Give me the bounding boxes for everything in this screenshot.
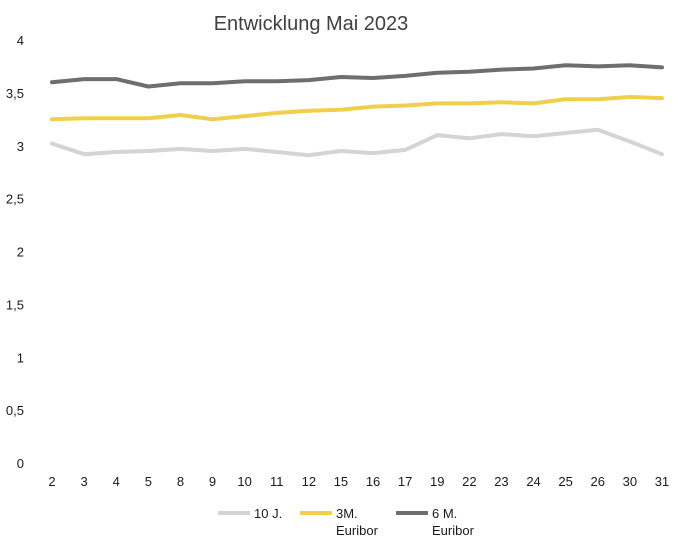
x-tick-label: 10 <box>237 474 251 489</box>
x-tick-label: 12 <box>302 474 316 489</box>
legend-label: 10 J. <box>254 506 282 521</box>
x-tick-label: 25 <box>558 474 572 489</box>
x-tick-label: 24 <box>526 474 540 489</box>
x-tick-label: 9 <box>209 474 216 489</box>
x-tick-label: 11 <box>270 474 284 489</box>
x-tick-label: 30 <box>623 474 637 489</box>
y-tick-label: 0 <box>17 456 24 471</box>
x-axis-ticks: 2 3 4 5 8 9 10 11 12 15 16 17 19 22 23 24 25 26 30 31 <box>48 474 669 489</box>
x-tick-label: 19 <box>430 474 444 489</box>
x-tick-label: 4 <box>113 474 120 489</box>
x-tick-label: 16 <box>366 474 380 489</box>
x-tick-label: 5 <box>145 474 152 489</box>
y-tick-label: 3,5 <box>6 86 24 101</box>
y-tick-label: 2 <box>17 245 24 260</box>
y-tick-label: 1,5 <box>6 297 24 312</box>
y-tick-label: 2,5 <box>6 192 24 207</box>
legend-label: 3M. Euribor <box>336 506 379 538</box>
x-tick-label: 8 <box>177 474 184 489</box>
series-line-2 <box>50 95 664 122</box>
chart-title: Entwicklung Mai 2023 <box>214 13 409 35</box>
x-tick-label: 22 <box>462 474 476 489</box>
series-line-3 <box>50 63 664 89</box>
x-tick-label: 3 <box>81 474 88 489</box>
y-axis-ticks: 0 0,5 1 1,5 2 2,5 3 3,5 4 <box>6 33 24 471</box>
series-lines <box>50 63 664 158</box>
y-tick-label: 4 <box>17 33 24 48</box>
legend: 10 J. 3M. Euribor 6 M. Euribor <box>218 506 475 538</box>
y-tick-label: 1 <box>17 350 24 365</box>
x-tick-label: 17 <box>398 474 412 489</box>
y-tick-label: 0,5 <box>6 403 24 418</box>
x-tick-label: 2 <box>48 474 55 489</box>
x-tick-label: 31 <box>655 474 669 489</box>
x-tick-label: 15 <box>334 474 348 489</box>
series-line-1 <box>50 127 664 158</box>
x-tick-label: 23 <box>494 474 508 489</box>
x-tick-label: 26 <box>591 474 605 489</box>
y-tick-label: 3 <box>17 139 24 154</box>
legend-label: 6 M. Euribor <box>432 506 475 538</box>
